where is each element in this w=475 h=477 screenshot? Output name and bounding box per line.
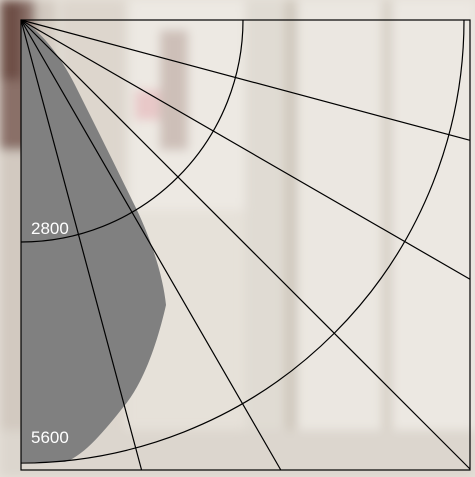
light-distribution-shape — [21, 20, 166, 462]
spoke-15deg — [20, 19, 471, 141]
polar-grid — [20, 19, 471, 471]
grid-frame — [20, 19, 471, 471]
ring-label-5600: 5600 — [31, 428, 69, 447]
spoke-45deg — [20, 19, 471, 470]
ring-label-2800: 2800 — [31, 219, 69, 238]
spoke-75deg — [20, 19, 143, 471]
spoke-60deg — [20, 19, 282, 471]
spoke-30deg — [20, 19, 471, 280]
